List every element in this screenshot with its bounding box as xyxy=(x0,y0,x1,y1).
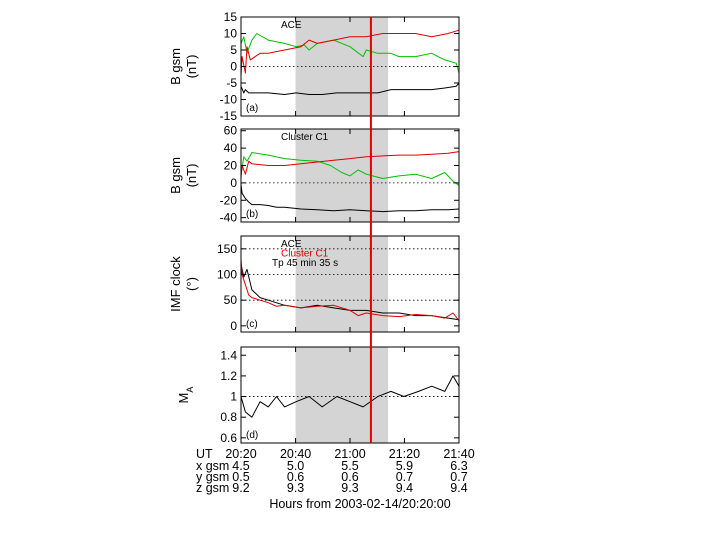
orbit-value: 0.6 xyxy=(287,470,304,484)
panel-label: (a) xyxy=(246,103,258,114)
y-tick-label: 150 xyxy=(217,242,237,256)
orbit-value: 5.9 xyxy=(396,459,413,473)
orbit-value: 6.3 xyxy=(450,459,467,473)
panel-2: 60 40 20 0 -20 -40 B gsm (nT) (b) Cluster C1 xyxy=(168,124,460,225)
y-tick-label: -10 xyxy=(220,93,238,107)
panel-label: (b) xyxy=(246,209,258,220)
orbit-row-label: y gsm xyxy=(196,470,229,484)
y-axis-label: MA xyxy=(176,387,195,404)
orbit-value: 5.5 xyxy=(341,459,358,473)
shaded-interval xyxy=(295,347,389,443)
orbit-row-label: x gsm xyxy=(196,459,229,473)
y-tick-label: 40 xyxy=(224,141,238,155)
y-tick-label: -20 xyxy=(220,193,238,207)
orbit-value: 9.4 xyxy=(450,481,467,495)
orbit-value: 9.2 xyxy=(232,481,249,495)
orbit-row-label: UT xyxy=(196,447,213,461)
series-line-bx xyxy=(240,82,460,95)
y-tick-label: 0.6 xyxy=(220,431,237,445)
orbit-value: 0.5 xyxy=(232,470,249,484)
y-tick-label: 50 xyxy=(224,293,238,307)
orbit-value: 9.3 xyxy=(287,481,304,495)
orbit-value: 9.4 xyxy=(396,481,413,495)
y-tick-label: 10 xyxy=(224,27,238,41)
y-tick-label: 0.8 xyxy=(220,410,237,424)
y-axis-label: (nT) xyxy=(184,164,199,188)
panel-label: (c) xyxy=(246,319,258,330)
legend-label: Cluster C1 xyxy=(281,249,329,260)
legend-label: ACE xyxy=(281,239,302,250)
y-tick-label: 0 xyxy=(230,60,237,74)
series-line-by xyxy=(240,152,460,186)
orbit-value: 0.7 xyxy=(450,470,467,484)
y-tick-label: -40 xyxy=(220,211,238,225)
legend-label: ACE xyxy=(281,20,302,31)
series-line-bz xyxy=(240,151,460,179)
orbit-value: 21:40 xyxy=(443,447,474,461)
orbit-value: 4.5 xyxy=(232,459,249,473)
y-tick-label: -5 xyxy=(226,76,237,90)
y-tick-label: 15 xyxy=(224,10,238,24)
y-tick-label: 0 xyxy=(230,176,237,190)
panel-4: 1.4 1.2 1 0.8 0.6 MA (d) xyxy=(176,346,460,445)
y-tick-label: 60 xyxy=(224,124,238,138)
orbit-value: 20:20 xyxy=(225,447,256,461)
series-line-bz xyxy=(240,29,460,77)
series-line-bx xyxy=(240,184,460,213)
orbit-value: 21:00 xyxy=(334,447,365,461)
y-tick-label: -15 xyxy=(220,109,238,123)
orbit-value: 21:20 xyxy=(389,447,420,461)
orbit-value: 5.0 xyxy=(287,459,304,473)
panel-1: 15 10 5 0 -5 -10 -15 B gsm (nT) (a) ACE xyxy=(168,10,460,123)
orbit-value: 0.7 xyxy=(396,470,413,484)
y-axis-label: B gsm xyxy=(168,48,183,85)
xlabel: Hours from 2003-02-14/20:20:00 xyxy=(269,497,451,511)
orbit-row-label: z gsm xyxy=(196,481,229,495)
y-tick-label: 1 xyxy=(230,390,237,404)
orbit-value: 20:40 xyxy=(280,447,311,461)
y-axis-label: (°) xyxy=(184,277,199,291)
y-tick-label: 20 xyxy=(224,159,238,173)
shaded-interval xyxy=(295,236,389,332)
y-tick-label: 5 xyxy=(230,43,237,57)
legend-label: Cluster C1 xyxy=(281,132,329,143)
y-tick-label: 1.2 xyxy=(220,369,237,383)
y-tick-label: 0 xyxy=(230,319,237,333)
y-axis-label: IMF clock xyxy=(168,256,183,312)
series-line-ma xyxy=(240,375,460,418)
y-axis-label: (nT) xyxy=(184,55,199,79)
orbit-value: 0.6 xyxy=(341,470,358,484)
y-tick-label: 1.4 xyxy=(220,348,237,362)
series-line-ace xyxy=(240,264,460,321)
orbit-value: 9.3 xyxy=(341,481,358,495)
y-axis-label: B gsm xyxy=(168,157,183,194)
legend-label: Tp 45 min 35 s xyxy=(272,258,338,269)
series-line-cluster-c1 xyxy=(240,259,460,322)
y-tick-label: 100 xyxy=(217,268,237,282)
panel-label: (d) xyxy=(246,430,258,441)
